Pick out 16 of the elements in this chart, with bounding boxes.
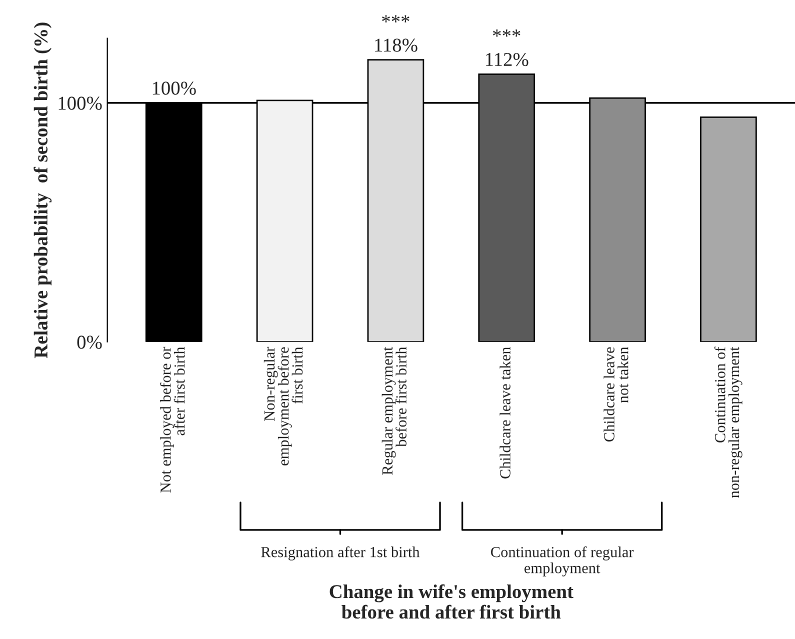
x-axis-title: Change in wife's employment before and after first birth	[330, 584, 574, 619]
text: Resignation after 1st birth	[261, 546, 420, 560]
data-label: 112%	[486, 52, 528, 66]
annotation: ***	[382, 15, 410, 22]
bar	[700, 116, 757, 342]
data-label: 118%	[375, 38, 418, 52]
text: Continuation of regular employment	[491, 546, 634, 576]
annotation: ***	[492, 30, 520, 37]
x-tick-label: Continuation of non-regular employment	[714, 346, 742, 498]
data-label: 100%	[152, 82, 196, 95]
y-axis-title: Relative probability of second birth (%)	[34, 22, 52, 358]
x-tick-label: Non-regular employment before first birth	[264, 346, 303, 466]
y-tick-label: 0%	[77, 336, 102, 349]
x-tick-label: Not employed before or after first birth	[160, 346, 185, 493]
x-tick-label: Childcare leave taken	[500, 346, 510, 478]
x-tick-label: Childcare leave not taken	[604, 346, 628, 442]
